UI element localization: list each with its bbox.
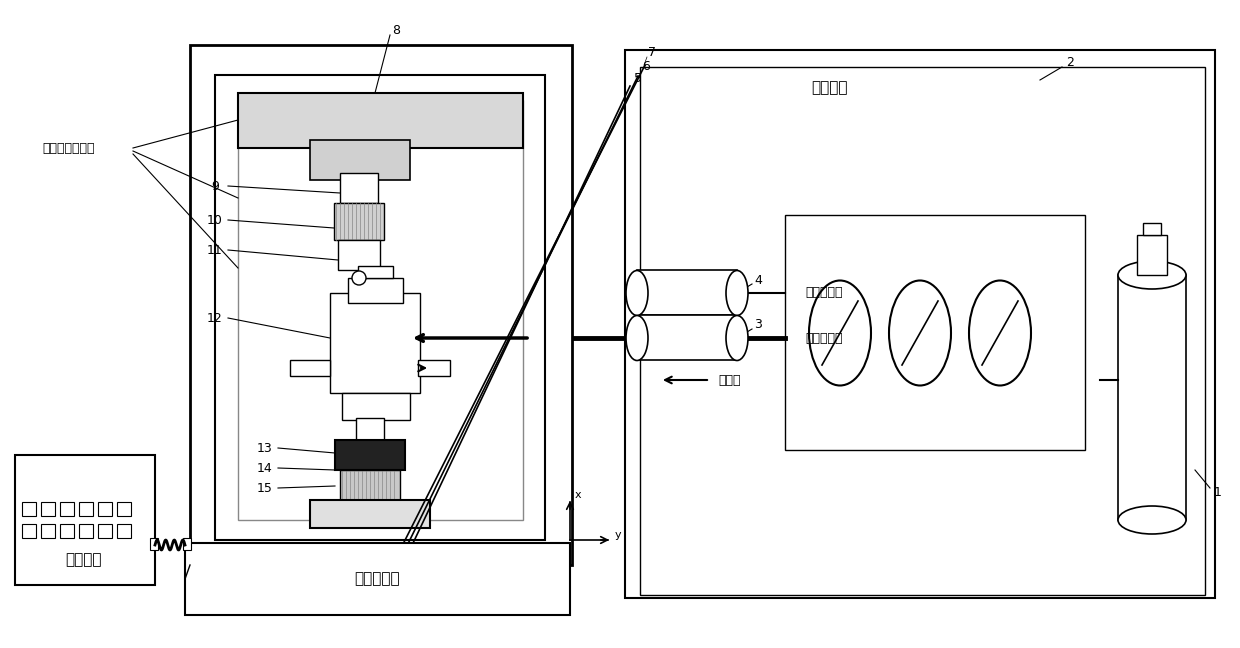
Text: 1: 1 [1214,487,1221,500]
Ellipse shape [725,316,748,360]
Bar [60,502,74,516]
Ellipse shape [968,281,1030,386]
Text: 10: 10 [207,213,223,227]
Ellipse shape [626,316,649,360]
Bar [98,524,112,538]
Bar [98,502,112,516]
Bar [310,140,410,180]
Bar [340,173,378,203]
Bar [356,418,384,440]
Bar [15,455,155,585]
Text: 高压供气口: 高压供气口 [805,332,842,345]
Text: 3: 3 [754,319,761,332]
Bar [348,278,403,303]
Ellipse shape [1118,506,1185,534]
Bar [60,524,74,538]
Text: 放气口: 放气口 [718,373,740,386]
Text: 4: 4 [754,273,761,286]
Bar [310,500,430,528]
Bar [117,502,131,516]
Bar [79,502,93,516]
Ellipse shape [626,270,649,316]
Bar [117,524,131,538]
Bar [640,67,1205,595]
Text: y: y [615,530,621,540]
Ellipse shape [725,270,748,316]
Bar [41,502,55,516]
Bar [637,315,737,360]
Bar [79,524,93,538]
Text: 12: 12 [207,312,223,325]
Bar [785,215,1085,450]
Text: 供气组件: 供气组件 [812,80,848,95]
Bar [238,100,523,520]
Text: 拉压测试仪: 拉压测试仪 [355,572,399,586]
Bar [330,293,420,393]
Bar [625,50,1215,598]
Bar [184,538,191,550]
Text: x: x [575,490,582,500]
Text: 低压供气口: 低压供气口 [805,286,842,299]
Bar [1118,275,1185,520]
Bar [185,543,570,615]
Text: 9: 9 [211,179,219,192]
Text: 5: 5 [634,71,642,84]
Ellipse shape [1118,261,1185,289]
Bar [215,75,546,540]
Text: 14: 14 [257,461,273,474]
Ellipse shape [808,281,870,386]
Bar [418,360,450,376]
Bar [22,502,36,516]
Circle shape [352,271,366,285]
Bar [41,524,55,538]
Text: 2: 2 [1066,56,1074,69]
Bar [238,93,523,148]
Bar [339,240,379,270]
Bar [340,470,401,500]
Bar [290,360,330,376]
Bar [1137,235,1167,275]
Text: 采集设备: 采集设备 [66,553,102,568]
Bar [334,203,384,240]
Text: 8: 8 [392,23,401,36]
Bar [1143,223,1161,235]
Text: 7: 7 [649,47,656,60]
Ellipse shape [889,281,951,386]
Text: 6: 6 [642,60,650,73]
Bar [22,524,36,538]
Text: 13: 13 [257,441,273,454]
Bar [335,440,405,470]
Bar [190,45,572,565]
Text: 15: 15 [257,481,273,494]
Bar [637,270,737,315]
Bar [358,266,393,278]
Text: 11: 11 [207,244,223,257]
Text: 拉压测试仪横框: 拉压测试仪横框 [42,141,94,154]
Bar [150,538,157,550]
Bar [342,393,410,420]
